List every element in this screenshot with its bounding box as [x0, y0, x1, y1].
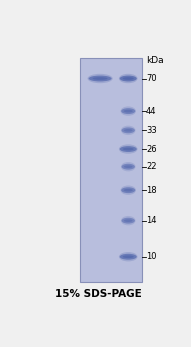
Ellipse shape [124, 110, 133, 112]
Text: 10: 10 [146, 252, 156, 261]
Ellipse shape [121, 127, 135, 133]
Ellipse shape [119, 144, 138, 154]
Ellipse shape [124, 166, 133, 168]
Ellipse shape [123, 255, 134, 258]
Ellipse shape [121, 126, 136, 135]
Text: 14: 14 [146, 216, 156, 225]
FancyBboxPatch shape [80, 58, 142, 282]
Ellipse shape [121, 186, 136, 195]
Ellipse shape [124, 219, 133, 222]
Ellipse shape [121, 216, 136, 225]
Ellipse shape [93, 77, 108, 80]
Ellipse shape [89, 76, 112, 82]
Text: 26: 26 [146, 145, 157, 154]
Ellipse shape [121, 187, 135, 193]
Ellipse shape [121, 162, 136, 171]
Ellipse shape [121, 164, 135, 170]
Text: 44: 44 [146, 107, 156, 116]
Ellipse shape [124, 189, 133, 192]
Ellipse shape [120, 76, 137, 82]
Text: kDa: kDa [146, 56, 164, 65]
Ellipse shape [121, 218, 135, 223]
Ellipse shape [120, 254, 137, 260]
Ellipse shape [87, 74, 113, 83]
Text: 70: 70 [146, 74, 157, 83]
Text: 22: 22 [146, 162, 156, 171]
Ellipse shape [123, 148, 134, 150]
Ellipse shape [119, 252, 138, 261]
Text: 15% SDS-PAGE: 15% SDS-PAGE [54, 289, 141, 299]
Ellipse shape [119, 74, 138, 83]
Ellipse shape [121, 107, 136, 116]
Ellipse shape [123, 77, 134, 80]
Ellipse shape [121, 108, 135, 114]
Text: 18: 18 [146, 186, 157, 195]
Ellipse shape [124, 129, 133, 132]
Ellipse shape [120, 146, 137, 152]
Text: 33: 33 [146, 126, 157, 135]
